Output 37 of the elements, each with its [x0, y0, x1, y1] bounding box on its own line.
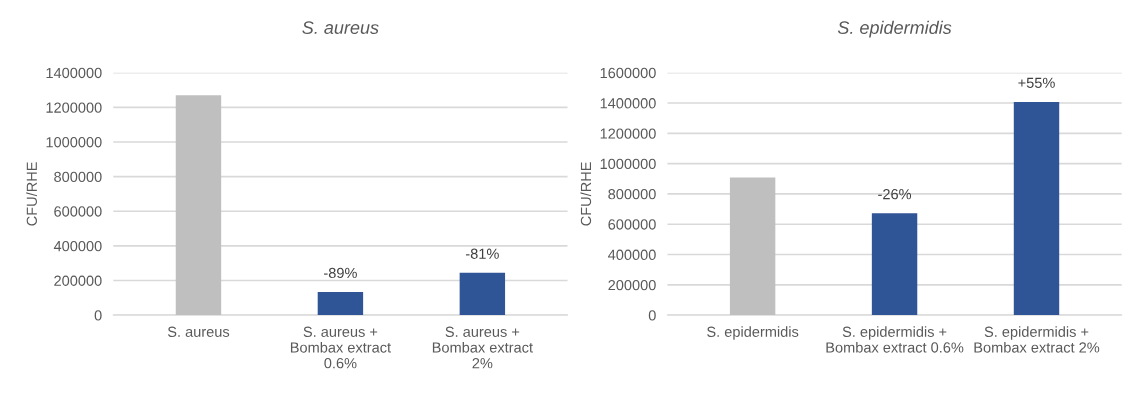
annotation: -89%: [324, 267, 357, 279]
bar: [459, 272, 506, 316]
bar: [1013, 101, 1060, 316]
x-tick-label: S. epidermidis + Bombax extract 2%: [974, 326, 1100, 353]
chart-title: S. epidermidis: [837, 20, 952, 38]
y-tick-label: 400000: [53, 240, 102, 252]
y-tick-label: 1000000: [600, 158, 656, 170]
y-tick-label: 0: [648, 310, 656, 321]
y-tick-label: 1200000: [46, 102, 102, 113]
y-tick-label: 1600000: [600, 67, 656, 79]
y-tick-label: 0: [94, 310, 102, 321]
y-tick-label: 200000: [54, 275, 102, 286]
bar: [175, 95, 222, 316]
y-tick-label: 1400000: [600, 98, 656, 109]
bar: [729, 177, 776, 316]
y-tick-label: 600000: [608, 219, 656, 230]
annotation: +55%: [1018, 77, 1055, 88]
y-tick-label: 600000: [54, 206, 102, 217]
y-axis-title: CFU/RHE: [26, 162, 37, 226]
bar: [317, 292, 364, 316]
x-tick-label: S. epidermidis: [707, 326, 799, 340]
y-tick-label: 400000: [608, 249, 656, 260]
y-tick-label: 1000000: [46, 137, 102, 148]
y-tick-label: 800000: [608, 189, 656, 200]
y-tick-label: 800000: [54, 171, 102, 183]
y-tick-label: 1400000: [46, 67, 102, 79]
y-tick-label: 200000: [608, 279, 656, 291]
bar: [871, 213, 918, 316]
x-tick-label: S. epidermidis + Bombax extract 0.6%: [826, 326, 964, 353]
x-tick-label: S. aureus + Bombax extract 0.6%: [290, 326, 391, 369]
annotation: -26%: [878, 188, 912, 200]
x-tick-label: S. aureus + Bombax extract 2%: [432, 326, 533, 369]
y-axis-title: CFU/RHE: [580, 162, 592, 226]
y-tick-label: 1200000: [600, 128, 656, 139]
x-tick-label: S. aureus: [167, 326, 230, 337]
chart-title: S. aureus: [302, 21, 379, 35]
annotation: -81%: [465, 248, 499, 259]
